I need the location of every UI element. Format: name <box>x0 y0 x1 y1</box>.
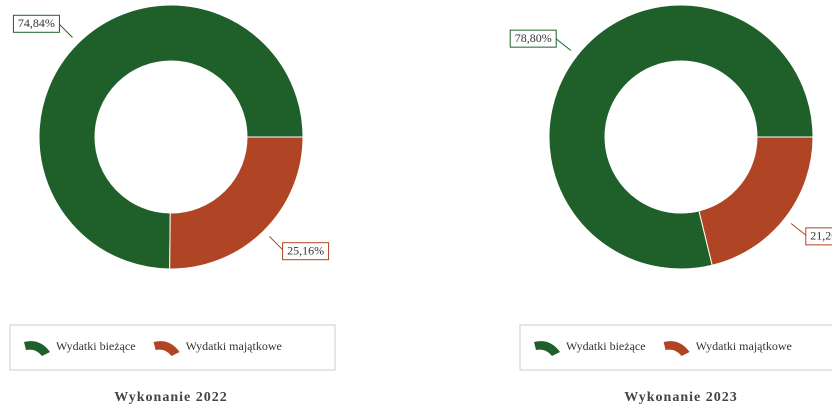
leader-line <box>269 236 284 252</box>
leader-line <box>58 22 73 38</box>
donut-slice <box>548 4 814 270</box>
data-label: 21,20% <box>805 227 832 246</box>
label-text: 74,84% <box>18 16 55 30</box>
legend-icon <box>534 341 560 356</box>
legend-label: Wydatki bieżące <box>566 339 646 353</box>
data-label: 74,84% <box>12 14 60 33</box>
donut-slice <box>698 136 814 266</box>
legend-icon <box>24 341 50 356</box>
label-text: 78,80% <box>515 31 552 45</box>
label-box <box>282 242 330 261</box>
legend-label: Wydatki bieżące <box>56 339 136 353</box>
legend-icon <box>153 341 180 356</box>
data-label: 78,80% <box>509 29 557 48</box>
legend-icon <box>663 341 690 356</box>
label-box <box>12 14 60 33</box>
label-box <box>805 227 832 246</box>
label-text: 21,20% <box>810 229 832 243</box>
data-label: 25,16% <box>282 242 330 261</box>
label-text: 25,16% <box>287 243 324 257</box>
donut-slice <box>169 136 304 270</box>
leader-line <box>554 37 572 51</box>
legend-label: Wydatki majątkowe <box>696 339 792 353</box>
leader-line <box>790 223 808 237</box>
label-box <box>509 29 557 48</box>
donut-slice <box>38 4 304 270</box>
chart-title: Wykonanie 2022 <box>114 390 227 405</box>
legend-label: Wydatki majątkowe <box>186 339 282 353</box>
chart-title: Wykonanie 2023 <box>624 390 737 405</box>
